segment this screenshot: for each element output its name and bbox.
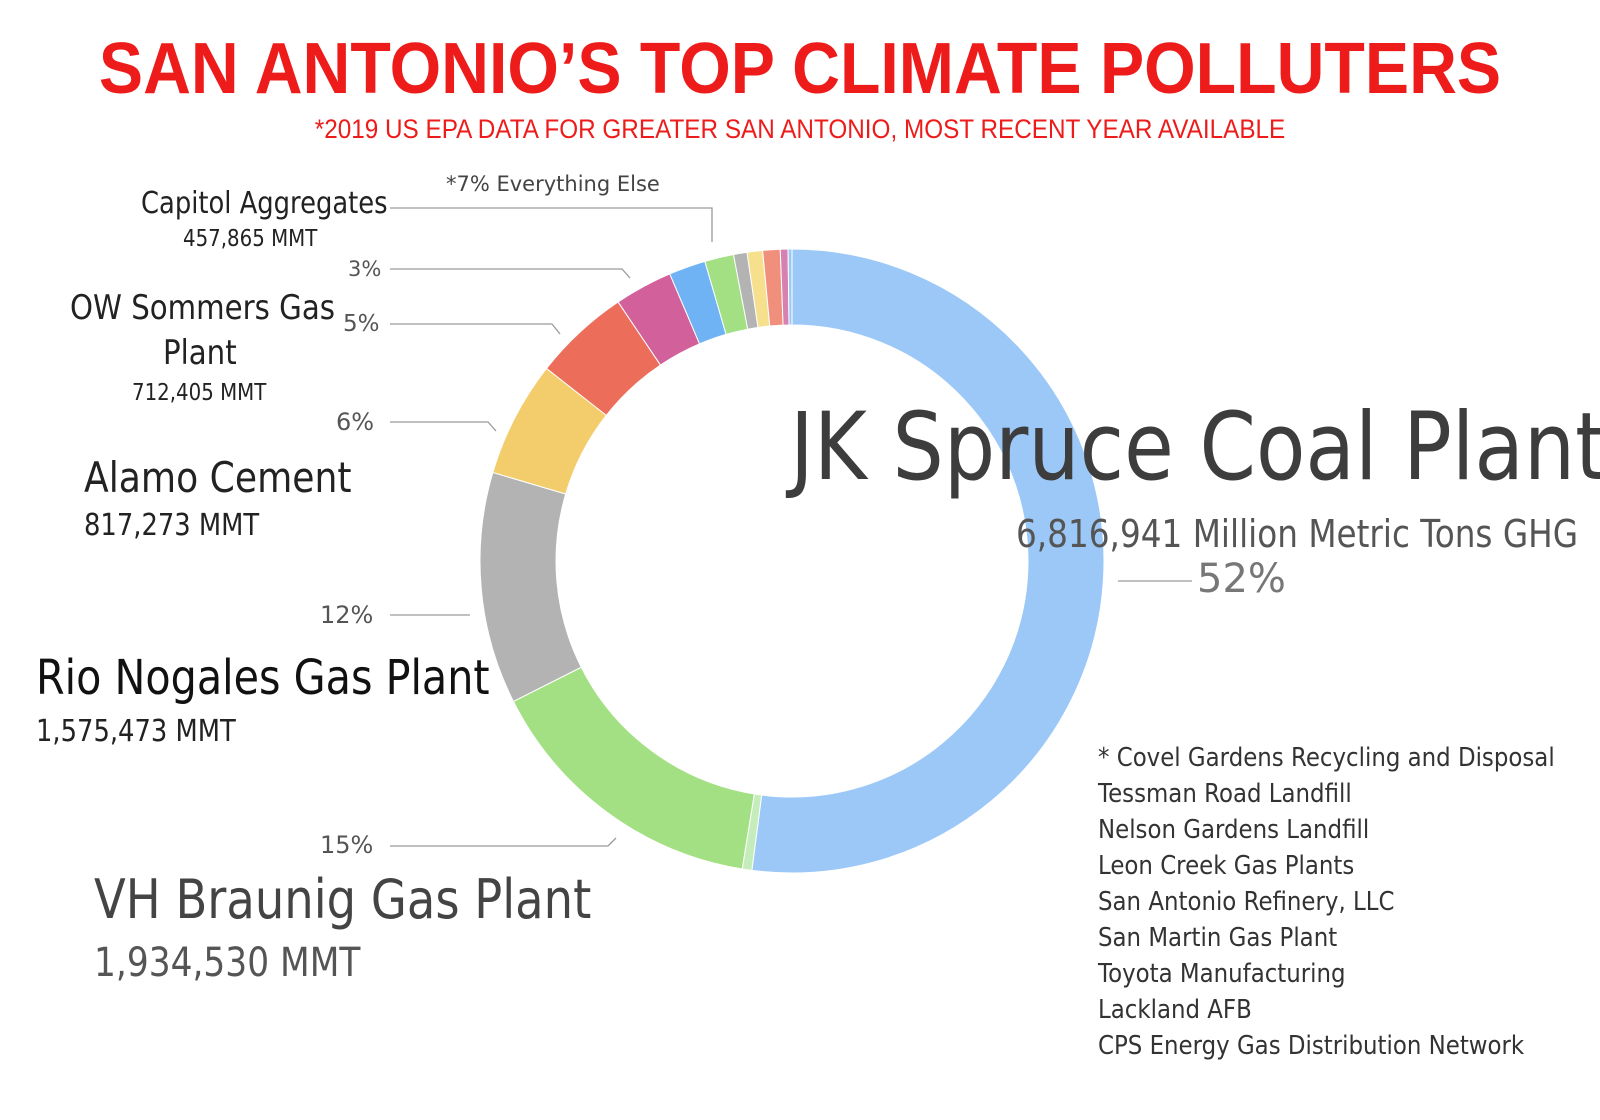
vh-name: VH Braunig Gas Plant: [94, 868, 592, 931]
rio-value: 1,575,473 MMT: [36, 714, 236, 749]
others-item: Leon Creek Gas Plants: [1098, 851, 1355, 881]
rio-pct: 12%: [320, 601, 374, 629]
jk-spruce-name: JK Spruce Coal Plant: [790, 393, 1600, 502]
capitol-value: 457,865 MMT: [183, 226, 318, 252]
everything-else-label: *7% Everything Else: [446, 172, 660, 196]
ow-sommers-pct: 5%: [343, 311, 380, 337]
leader-alamo: [390, 421, 497, 432]
ow-sommers-name-line2: Plant: [163, 333, 237, 373]
alamo-name: Alamo Cement: [84, 453, 352, 502]
leader-vh: [390, 837, 617, 847]
others-item: CPS Energy Gas Distribution Network: [1098, 1031, 1525, 1061]
ow-sommers-value: 712,405 MMT: [132, 380, 267, 406]
page-subtitle: *2019 US EPA DATA FOR GREATER SAN ANTONI…: [314, 114, 1286, 144]
donut-slice-0: [751, 248, 1105, 874]
others-item: San Antonio Refinery, LLC: [1098, 887, 1395, 917]
others-list: * Covel Gardens Recycling and Disposal T…: [1098, 740, 1600, 1064]
rio-name: Rio Nogales Gas Plant: [36, 650, 490, 706]
vh-value: 1,934,530 MMT: [94, 940, 361, 986]
jk-spruce-pct: 52%: [1197, 556, 1286, 602]
donut-slice-2: [512, 666, 755, 870]
capitol-pct: 3%: [348, 257, 382, 281]
donut-slice-13: [787, 248, 793, 326]
alamo-value: 817,273 MMT: [84, 508, 260, 543]
page-title: SAN ANTONIO’S TOP CLIMATE POLLUTERS: [98, 29, 1502, 109]
leader-lines: [390, 207, 1192, 847]
leader-ow-sommers: [390, 323, 561, 335]
vh-pct: 15%: [320, 831, 374, 859]
leader-capitol: [390, 268, 631, 279]
jk-spruce-value: 6,816,941 Million Metric Tons GHG: [1016, 512, 1579, 556]
ow-sommers-name-line1: OW Sommers Gas: [70, 288, 335, 328]
others-item: Tessman Road Landfill: [1098, 779, 1352, 809]
others-item: Lackland AFB: [1098, 995, 1252, 1025]
leader-everything-else: [390, 207, 713, 242]
donut-slice-3: [479, 471, 582, 703]
donut-slices: [479, 248, 1105, 874]
capitol-name: Capitol Aggregates: [141, 186, 388, 221]
alamo-pct: 6%: [336, 408, 375, 436]
others-item: Nelson Gardens Landfill: [1098, 815, 1370, 845]
others-item: Toyota Manufacturing: [1098, 959, 1346, 989]
others-item: San Martin Gas Plant: [1098, 923, 1338, 953]
others-item: * Covel Gardens Recycling and Disposal: [1098, 743, 1555, 773]
